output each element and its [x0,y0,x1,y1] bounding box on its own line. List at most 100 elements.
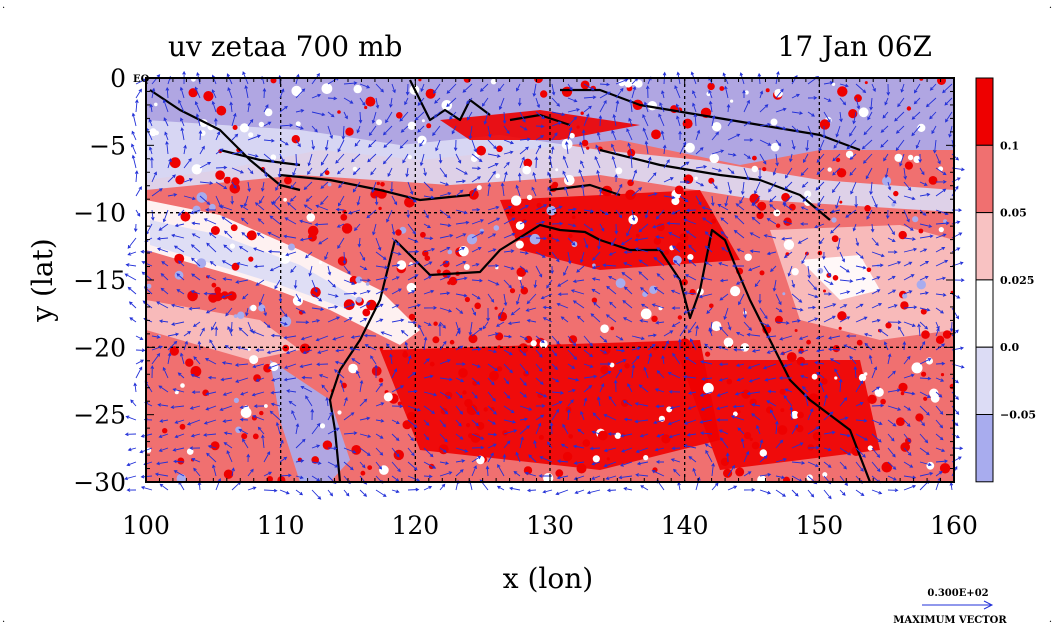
wind-vector [407,475,421,482]
wind-vector [653,419,665,425]
wind-vector [231,112,237,127]
wind-vector [807,461,819,468]
field-cell [759,449,767,457]
wind-vector [852,223,857,232]
wind-vector [807,265,812,279]
wind-vector [375,461,383,470]
wind-vector [932,139,937,154]
wind-vector [188,306,201,311]
wind-vector [487,419,497,425]
wind-vector [528,454,537,463]
wind-vector [407,303,422,309]
field-cell [791,268,799,276]
wind-vector [247,486,257,491]
wind-vector [862,153,873,164]
wind-vector [615,78,629,85]
wind-vector [238,327,249,337]
wind-vector [455,307,464,314]
wind-vector [723,307,729,321]
wind-vector [647,352,653,365]
wind-vector [688,321,697,334]
wind-vector [883,341,889,351]
wind-vector [263,471,273,477]
field-cell [543,473,554,482]
wind-vector [719,278,729,283]
wind-vector [823,80,834,85]
wind-vector [391,288,402,295]
wind-vector [871,83,876,93]
field-cell [684,142,695,153]
field-cell [749,398,757,406]
wind-vector [327,96,338,101]
field-cell [719,86,725,91]
field-cell [187,290,198,302]
field-cell [440,407,448,415]
wind-vector [868,354,873,365]
wind-vector [551,83,556,96]
wind-vector [503,161,510,169]
wind-vector [404,97,409,106]
wind-vector [221,260,233,267]
wind-vector [258,195,265,205]
wind-vector [556,459,569,464]
wind-vector [279,153,285,164]
wind-vector [487,139,497,150]
wind-vector [270,333,281,338]
wind-vector [439,181,450,186]
field-cell [867,445,873,451]
wind-vector [823,303,837,309]
wind-vector [583,237,589,249]
field-cell [896,417,905,426]
wind-vector [277,167,282,178]
field-cell [433,321,438,326]
field-cell [651,129,661,140]
wind-vector [765,335,777,339]
field-cell [735,467,745,477]
field-cell [518,276,522,280]
field-cell [834,376,838,380]
wind-vector [359,447,371,456]
field-cell [902,293,908,299]
field-cell [291,85,302,97]
wind-vector [131,143,137,155]
field-cell [483,407,488,412]
field-cell [564,174,575,186]
wind-vector [311,111,326,117]
wind-vector [503,171,508,183]
wind-vector [759,439,764,449]
wind-vector [823,489,832,500]
wind-vector [766,349,777,354]
field-cell [341,223,353,234]
wind-vector [519,279,524,290]
field-cell [671,197,680,206]
field-cell [759,270,765,276]
wind-vector [311,475,321,482]
wind-vector [295,475,304,480]
wind-vector [833,139,841,149]
wind-vector [423,236,434,241]
wind-vector [162,366,169,379]
wind-vector [935,327,940,337]
wind-vector [359,433,372,438]
wind-vector [535,97,541,109]
wind-vector [551,111,566,117]
wind-vector [903,461,914,468]
wind-vector [391,404,404,409]
wind-vector [599,99,607,113]
wind-vector [550,265,554,275]
field-cell [211,282,217,288]
wind-vector [615,183,623,197]
wind-vector [391,237,400,246]
wind-vector [374,364,378,379]
colorbar-swatch [975,346,994,416]
wind-vector [131,154,137,169]
field-cell [781,192,790,202]
wind-vector [830,223,841,234]
field-cell [942,330,952,339]
wind-vector [591,430,601,435]
wind-vector [823,430,836,435]
wind-vector [419,153,425,167]
wind-vector [141,260,153,267]
field-cell [928,176,938,185]
wind-vector [359,265,368,271]
